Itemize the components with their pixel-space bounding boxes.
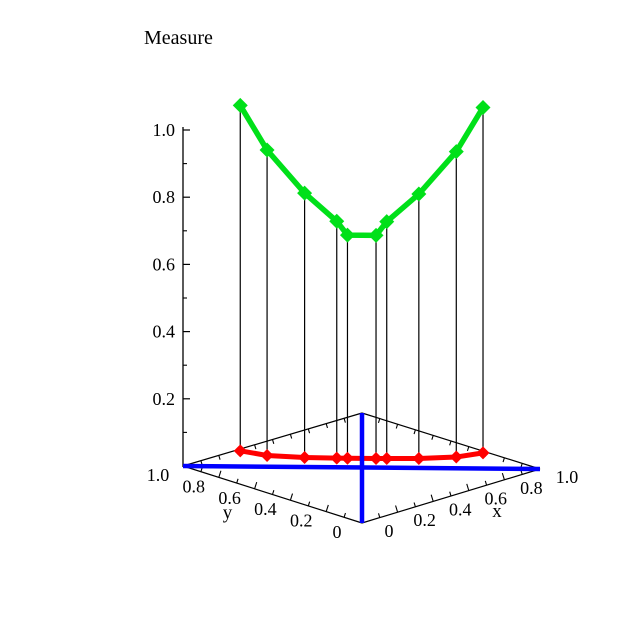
base-series-marker xyxy=(260,448,274,462)
back-left-edge-tick xyxy=(218,455,221,460)
base-series-marker xyxy=(330,451,344,465)
x-axis-edge-tick xyxy=(466,483,470,491)
back-right-edge-tick xyxy=(449,440,452,446)
base-series-marker xyxy=(298,451,312,465)
base-series-marker xyxy=(369,451,383,465)
back-right-edge-tick xyxy=(431,435,434,440)
base-series-marker xyxy=(476,446,490,460)
x-axis-edge-tick xyxy=(501,472,505,480)
z-axis-tick-label: 0.2 xyxy=(153,389,176,409)
y-axis-edge-tick xyxy=(289,493,294,501)
back-right-edge-tick xyxy=(377,418,381,424)
y-axis-tick-label: 1.0 xyxy=(147,465,170,485)
measure-series-line xyxy=(237,103,486,239)
back-left-edge-tick xyxy=(289,434,293,439)
measure-series-marker xyxy=(329,213,345,229)
x-axis-edge-tick xyxy=(395,505,399,513)
x-axis-tick-label: 0.6 xyxy=(485,489,508,509)
x-axis-name: x xyxy=(492,501,502,522)
measure-series-marker xyxy=(379,214,395,230)
y-axis-tick-label: 0 xyxy=(333,522,342,542)
measure-series-marker xyxy=(232,97,248,113)
x-axis-tick-label: 1.0 xyxy=(556,467,579,487)
measure-series-marker xyxy=(339,227,355,243)
y-axis-edge-tick xyxy=(307,501,311,507)
plot-title: Measure xyxy=(144,27,213,49)
z-axis-tick-label: 1.0 xyxy=(153,120,176,140)
x-axis-tick-label: 0 xyxy=(385,521,394,541)
back-left-edge-tick xyxy=(343,418,346,423)
y-axis-tick-label: 0.8 xyxy=(183,476,206,496)
x-axis-edge-tick xyxy=(377,513,381,518)
measure-series-marker xyxy=(411,186,427,202)
base-series-marker xyxy=(449,450,463,464)
x-axis-edge-tick xyxy=(449,491,452,497)
measure-series-marker xyxy=(448,144,464,160)
base-series-marker xyxy=(412,451,426,465)
y-axis-edge-tick xyxy=(343,512,346,518)
y-axis-edge-tick xyxy=(271,490,275,495)
y-axis-name: y xyxy=(223,503,233,524)
y-axis-edge-tick xyxy=(218,470,222,478)
y-axis-tick-label: 0.2 xyxy=(290,511,313,531)
x-axis-edge-tick xyxy=(413,502,416,507)
x-axis-edge-tick xyxy=(430,494,434,502)
back-right-edge-tick xyxy=(502,457,505,463)
x-axis-tick-label: 0.2 xyxy=(413,510,436,530)
back-left-edge-tick xyxy=(325,423,329,429)
measure-series-marker xyxy=(368,227,384,243)
y-axis-tick-label: 0.6 xyxy=(218,488,241,508)
x-axis-tick-label: 0.8 xyxy=(520,478,543,498)
measure-series-marker xyxy=(475,99,491,115)
z-axis-tick-label: 0.4 xyxy=(153,322,176,342)
measure-series-marker xyxy=(297,185,313,201)
z-axis-tick-label: 0.6 xyxy=(153,254,176,274)
back-left-edge-tick xyxy=(254,444,257,450)
base-series-marker xyxy=(340,451,354,465)
measure-series-marker xyxy=(259,142,275,158)
base-series-marker xyxy=(233,444,247,458)
back-right-edge-tick xyxy=(413,429,416,435)
y-axis-tick-label: 0.4 xyxy=(254,499,277,519)
back-left-edge-tick xyxy=(271,439,275,444)
back-left-edge-tick xyxy=(307,428,311,434)
x-axis-tick-label: 0.4 xyxy=(449,499,472,519)
base-series-marker xyxy=(380,452,394,466)
x-axis-edge-tick xyxy=(484,480,488,486)
y-axis-edge-tick xyxy=(254,481,258,489)
back-right-edge-tick xyxy=(395,424,399,429)
z-axis-tick-label: 0.8 xyxy=(153,187,176,207)
y-axis-edge-tick xyxy=(236,478,239,484)
y-axis-edge-tick xyxy=(325,504,329,512)
back-right-edge-tick xyxy=(466,446,470,452)
